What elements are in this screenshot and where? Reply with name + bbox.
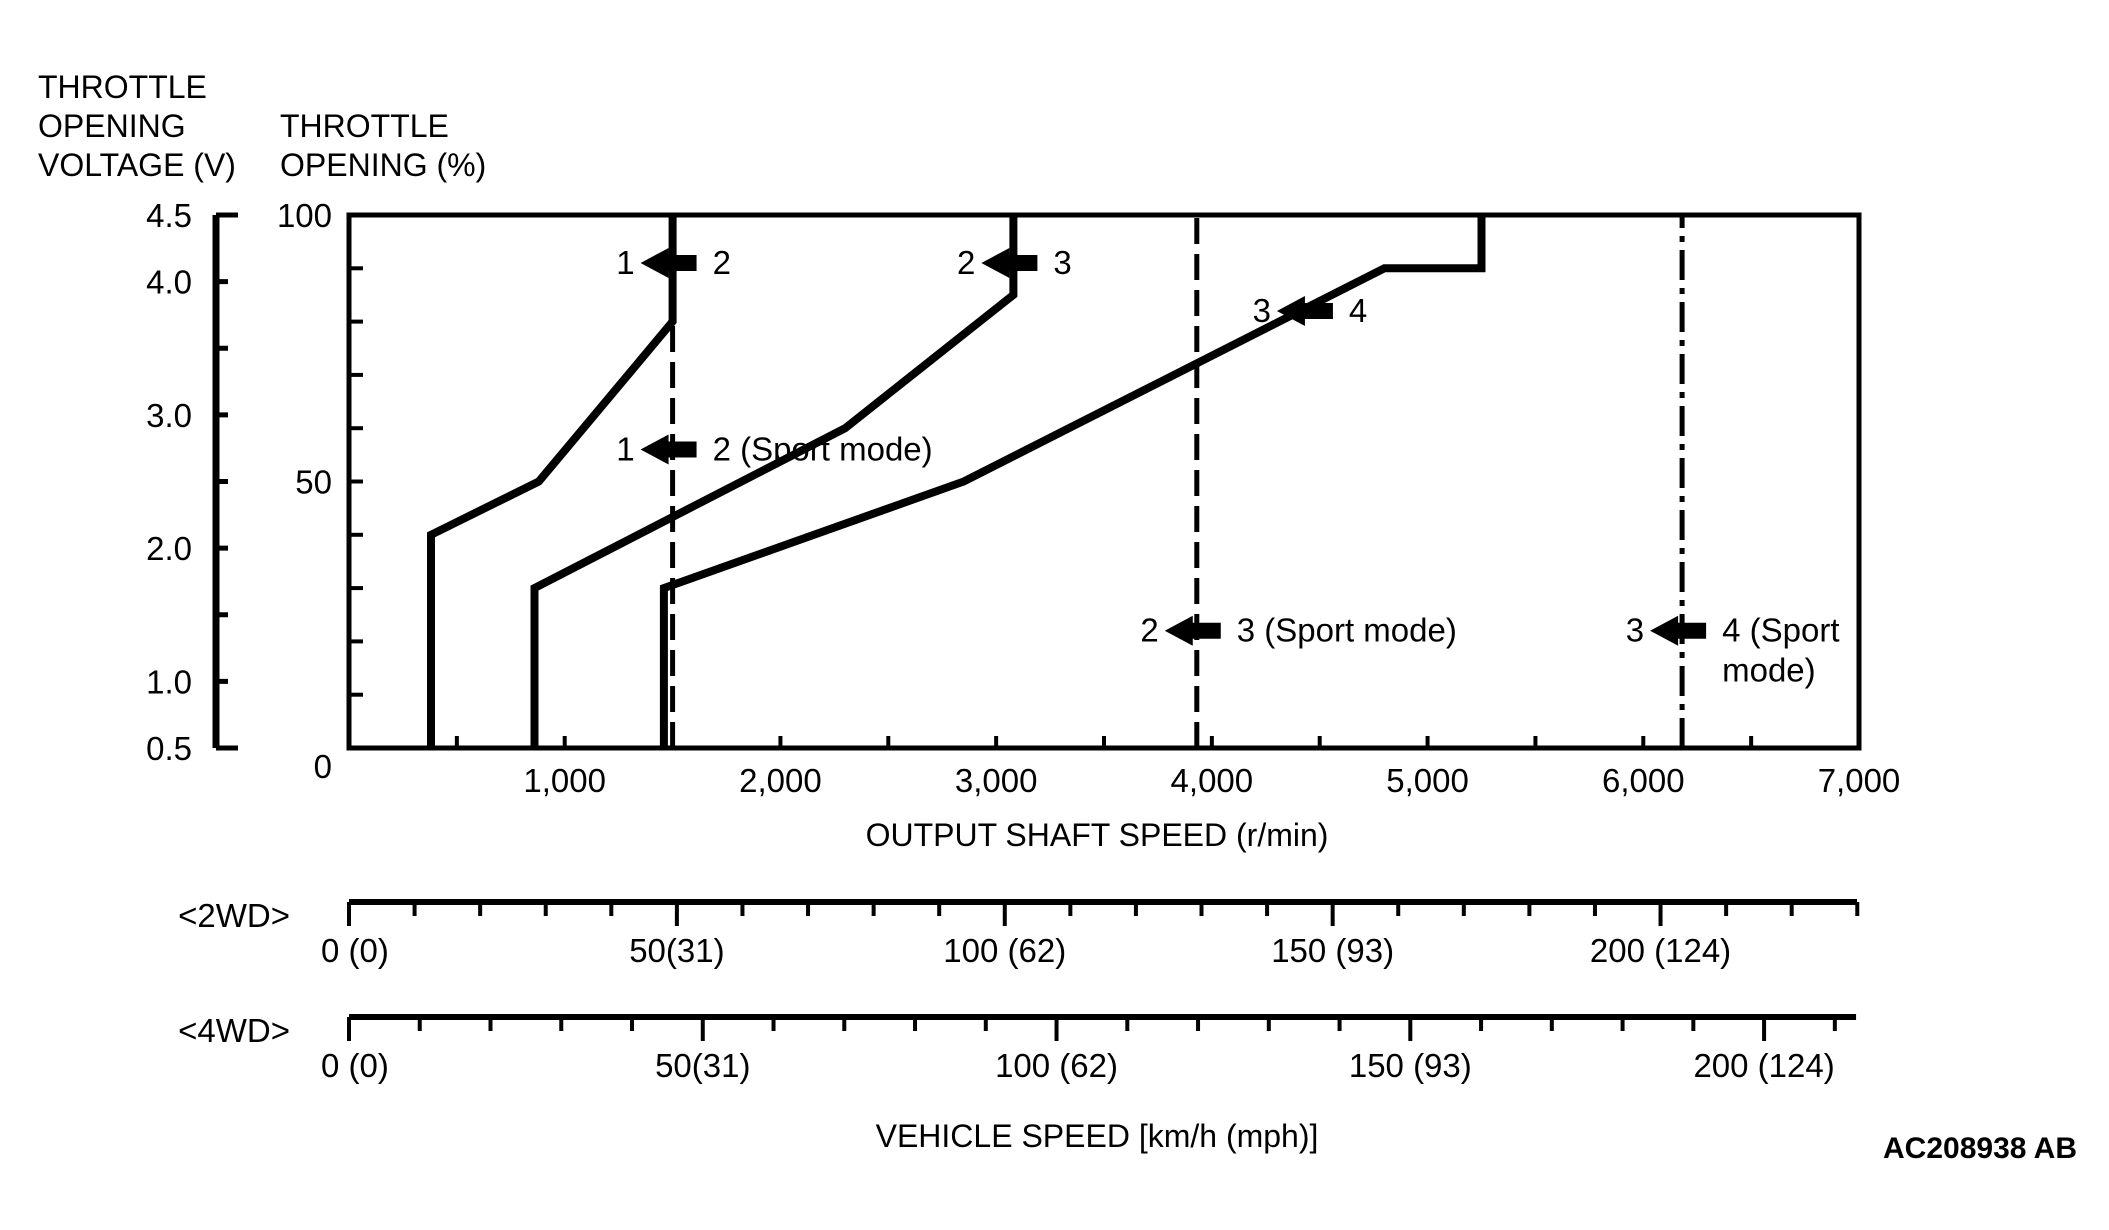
speed-tick-label: 150 (93) [1271, 932, 1394, 969]
voltage-tick-label: 4.5 [146, 197, 192, 234]
voltage-axis-ticks [216, 212, 238, 751]
speed-tick-label: 200 (124) [1693, 1047, 1834, 1084]
drive-type-label: <4WD> [178, 1012, 290, 1049]
annotation-from: 1 [616, 244, 634, 281]
speed-tick-label: 0 (0) [321, 1047, 389, 1084]
percent-axis-title: THROTTLE OPENING (%) [280, 108, 486, 183]
figure-code: AC208938 AB [1883, 1132, 2077, 1165]
annotation-to: 4 [1349, 292, 1367, 329]
percent-tick-label: 0 [314, 748, 332, 785]
annotation-to-line-2: mode) [1722, 652, 1816, 689]
annotation-to: 2 (Sport mode) [713, 431, 933, 468]
annotation-to: 4 (Sport [1722, 612, 1839, 649]
x-tick-label: 6,000 [1602, 762, 1685, 799]
voltage-tick-label: 2.0 [146, 530, 192, 567]
left-arrow-icon [1276, 295, 1333, 326]
annotation-from: 2 [1140, 612, 1158, 649]
left-arrow-icon [981, 247, 1038, 278]
annotation-from: 3 [1626, 612, 1644, 649]
voltage-axis-title-line-1: THROTTLE [38, 69, 207, 105]
annotation-to: 3 (Sport mode) [1237, 612, 1457, 649]
shift-arrow-annotation: 2 3 (Sport mode) [1140, 612, 1456, 649]
speed-tick-label: 50(31) [629, 932, 724, 969]
x-tick-label: 4,000 [1171, 762, 1254, 799]
x-axis-title: OUTPUT SHAFT SPEED (r/min) [866, 817, 1329, 853]
speed-tick-label: 200 (124) [1590, 932, 1731, 969]
percent-tick-label: 100 [277, 197, 332, 234]
voltage-axis-labels: 4.5 4.0 3.0 2.0 1.0 0.5 [146, 197, 192, 767]
voltage-tick-label: 1.0 [146, 663, 192, 700]
percent-axis-labels: 100 50 0 [277, 197, 332, 785]
left-arrow-icon [640, 434, 697, 465]
left-arrow-icon [1650, 615, 1707, 646]
plot-frame [346, 212, 1862, 751]
vehicle-speed-scale: <2WD> 0 (0) 50(31) 100 (62) 150 (93) 200 (124… [178, 897, 1860, 969]
vehicle-speed-scales: <2WD> 0 (0) 50(31) 100 (62) 150 (93) 200 (124… [178, 897, 1860, 1084]
series-layer [427, 215, 1685, 748]
voltage-tick-label: 4.0 [146, 264, 192, 301]
vehicle-speed-title: VEHICLE SPEED [km/h (mph)] [876, 1118, 1319, 1154]
x-tick-label: 1,000 [523, 762, 606, 799]
annotation-from: 2 [957, 244, 975, 281]
drive-type-label: <2WD> [178, 897, 290, 934]
speed-tick-label: 50(31) [655, 1047, 750, 1084]
percent-axis-title-line-2: OPENING (%) [280, 147, 486, 183]
annotation-to: 3 [1053, 244, 1071, 281]
voltage-tick-label: 0.5 [146, 730, 192, 767]
shift-annotations: 1 2 2 33 41 2 (Sport mode)2 3 (Sport mode) 3 4 (… [616, 244, 1839, 689]
percent-tick-label: 50 [295, 464, 332, 501]
series-line [530, 215, 1018, 748]
shift-arrow-annotation: 1 2 (Sport mode) [616, 431, 932, 468]
voltage-axis-title-line-3: VOLTAGE (V) [38, 147, 236, 183]
voltage-axis-title-line-2: OPENING [38, 108, 186, 144]
series-line [427, 215, 677, 748]
percent-axis-title-line-1: THROTTLE [280, 108, 449, 144]
x-tick-label: 3,000 [955, 762, 1038, 799]
x-tick-label: 2,000 [739, 762, 822, 799]
x-tick-label: 7,000 [1818, 762, 1901, 799]
left-arrow-icon [640, 247, 697, 278]
speed-tick-label: 100 (62) [995, 1047, 1118, 1084]
annotation-to: 2 [713, 244, 731, 281]
x-axis-labels: 1,000 2,000 3,000 4,000 5,000 6,000 7,000 [523, 762, 1900, 799]
x-tick-label: 5,000 [1386, 762, 1469, 799]
voltage-tick-label: 3.0 [146, 397, 192, 434]
left-arrow-icon [1164, 615, 1221, 646]
percent-axis-ticks [349, 266, 363, 697]
annotation-from: 1 [616, 431, 634, 468]
series-line [659, 215, 1486, 748]
vehicle-speed-scale: <4WD> 0 (0) 50(31) 100 (62) 150 (93) 200 (124… [178, 1012, 1857, 1084]
voltage-axis-title: THROTTLE OPENING VOLTAGE (V) [38, 69, 236, 183]
speed-tick-label: 100 (62) [943, 932, 1066, 969]
speed-tick-label: 150 (93) [1349, 1047, 1472, 1084]
speed-tick-label: 0 (0) [321, 932, 389, 969]
annotation-from: 3 [1253, 292, 1271, 329]
